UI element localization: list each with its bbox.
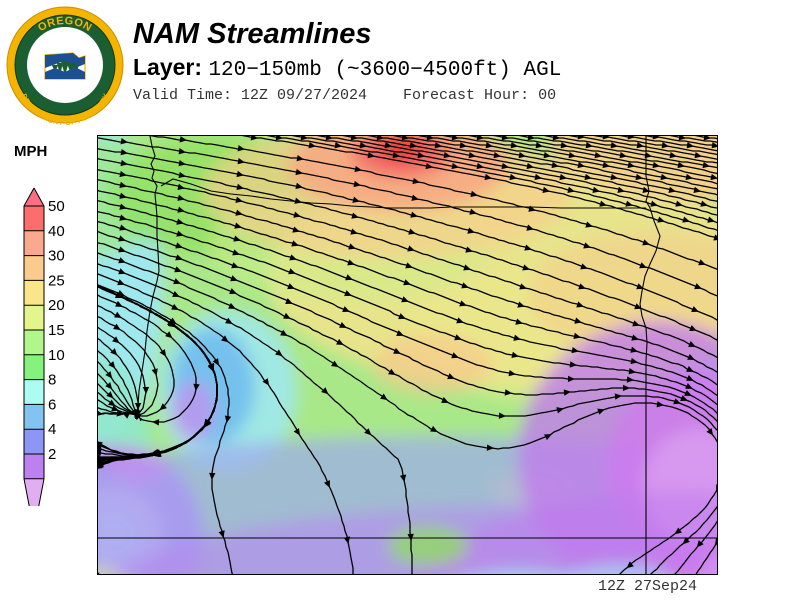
svg-text:40: 40	[48, 223, 65, 240]
svg-text:20: 20	[48, 297, 65, 314]
svg-text:6: 6	[48, 396, 56, 413]
svg-text:15: 15	[48, 322, 65, 339]
svg-text:8: 8	[48, 372, 56, 389]
svg-text:2: 2	[48, 446, 56, 463]
svg-text:50: 50	[48, 198, 65, 215]
svg-text:4: 4	[48, 421, 56, 438]
svg-text:10: 10	[48, 347, 65, 364]
svg-text:30: 30	[48, 248, 65, 265]
svg-text:25: 25	[48, 272, 65, 289]
